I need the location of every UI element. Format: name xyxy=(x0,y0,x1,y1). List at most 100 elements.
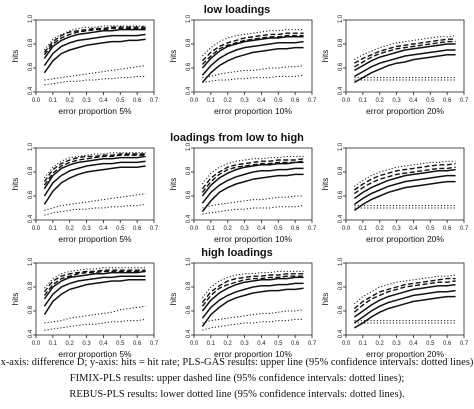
x-tick-label: 0.7 xyxy=(150,98,159,104)
x-tick-label: 0.7 xyxy=(308,341,317,347)
x-tick-label: 0.4 xyxy=(257,341,266,347)
x-tick-label: 0.1 xyxy=(49,98,58,104)
y-tick-label: 0.6 xyxy=(338,305,344,314)
series-line-dashed xyxy=(353,280,456,313)
x-tick-label: 0.0 xyxy=(32,341,41,347)
series-line-dotted xyxy=(202,318,304,331)
series-line-solid xyxy=(201,36,304,69)
y-tick-label: 0.6 xyxy=(186,190,192,199)
chart-panel: 0.0 0.1 0.2 0.3 0.4 0.5 0.6 0.7 0.4 0.6 0.8 1.0 hits… xyxy=(321,142,469,244)
y-tick-label: 1.0 xyxy=(186,257,192,266)
y-tick-label: 0.8 xyxy=(186,166,192,175)
plot-frame xyxy=(193,19,313,93)
series-line-dashed xyxy=(354,40,456,68)
x-tick-label: 0.6 xyxy=(133,341,142,347)
series-line-solid xyxy=(43,155,146,190)
x-tick-label: 0.2 xyxy=(66,98,75,104)
y-tick-label: 1.0 xyxy=(338,142,344,151)
chart-panel: 0.0 0.1 0.2 0.3 0.4 0.5 0.6 0.7 0.4 0.6 0.8 1.0 hits… xyxy=(321,257,469,359)
series-line-dotted xyxy=(202,195,304,209)
series-line-dashed xyxy=(201,158,304,190)
series-line-dotted xyxy=(44,193,146,211)
x-tick-label: 0.3 xyxy=(392,341,401,347)
x-tick-label: 0.5 xyxy=(274,341,283,347)
series-line-dotted xyxy=(202,65,304,79)
x-tick-label: 0.7 xyxy=(460,341,469,347)
y-tick-label: 0.6 xyxy=(28,62,34,71)
section-title-low-loadings: low loadings xyxy=(203,4,271,16)
x-tick-label: 0.2 xyxy=(224,98,233,104)
plot-frame xyxy=(35,262,155,336)
series-line-solid xyxy=(43,33,146,67)
series-line-dotted xyxy=(44,152,146,179)
y-tick-label: 1.0 xyxy=(338,14,344,23)
y-tick-label: 0.6 xyxy=(28,305,34,314)
y-axis-label: hits xyxy=(169,293,178,305)
y-axis-label: hits xyxy=(11,178,20,190)
x-tick-label: 0.6 xyxy=(291,341,300,347)
x-tick-label: 0.4 xyxy=(99,226,108,232)
series-line-solid xyxy=(43,160,146,197)
series-line-solid xyxy=(43,275,146,307)
x-tick-label: 0.0 xyxy=(32,226,41,232)
x-tick-label: 0.1 xyxy=(207,98,216,104)
chart-panel: 0.0 0.1 0.2 0.3 0.4 0.5 0.6 0.7 0.4 0.6 0.8 1.0 hits… xyxy=(321,14,469,116)
y-tick-label: 0.8 xyxy=(338,281,344,290)
series-line-solid xyxy=(201,161,304,197)
series-line-dashed xyxy=(43,26,146,53)
plot-frame xyxy=(345,262,465,336)
series-line-dotted xyxy=(354,274,456,305)
x-tick-label: 0.2 xyxy=(66,341,75,347)
series-line-solid xyxy=(353,289,456,324)
series-line-solid xyxy=(201,282,304,319)
series-line-solid xyxy=(201,167,304,204)
series-line-solid xyxy=(201,173,304,213)
x-tick-label: 0.4 xyxy=(99,341,108,347)
series-line-dashed xyxy=(201,275,304,307)
x-axis-label: error proportion 5% xyxy=(58,106,132,116)
y-axis-label: hits xyxy=(169,178,178,190)
y-tick-label: 0.6 xyxy=(28,190,34,199)
x-tick-label: 0.2 xyxy=(376,98,385,104)
y-tick-label: 0.4 xyxy=(338,214,344,223)
y-tick-label: 0.4 xyxy=(186,214,192,223)
series-line-dotted xyxy=(44,75,146,86)
x-tick-label: 0.3 xyxy=(392,98,401,104)
y-tick-label: 0.8 xyxy=(28,166,34,175)
series-line-dashed xyxy=(43,270,146,296)
caption-line-3: REBUS-PLS results: lower dotted line (95… xyxy=(69,389,405,400)
y-tick-label: 0.8 xyxy=(338,38,344,47)
y-tick-label: 0.4 xyxy=(338,329,344,338)
series-line-dashed xyxy=(201,34,304,65)
x-tick-label: 0.7 xyxy=(460,226,469,232)
x-tick-label: 0.1 xyxy=(49,341,58,347)
x-tick-label: 0.5 xyxy=(426,341,435,347)
x-tick-label: 0.2 xyxy=(224,226,233,232)
plot-frame xyxy=(193,262,313,336)
x-tick-label: 0.6 xyxy=(443,226,452,232)
x-tick-label: 0.1 xyxy=(49,226,58,232)
series-line-solid xyxy=(354,295,456,329)
x-tick-label: 0.2 xyxy=(376,226,385,232)
y-tick-label: 0.4 xyxy=(28,86,34,95)
series-line-dashed xyxy=(353,166,456,195)
chart-panel: 0.0 0.1 0.2 0.3 0.4 0.5 0.6 0.7 0.4 0.6 0.8 1.0 hits… xyxy=(11,142,159,244)
x-tick-label: 0.5 xyxy=(116,98,125,104)
x-tick-label: 0.4 xyxy=(99,98,108,104)
series-line-dashed xyxy=(201,160,304,193)
y-tick-label: 1.0 xyxy=(186,142,192,151)
y-tick-label: 0.4 xyxy=(186,329,192,338)
y-axis-label: hits xyxy=(11,293,20,305)
chart-panel: 0.0 0.1 0.2 0.3 0.4 0.5 0.6 0.7 0.4 0.6 0.8 1.0 hits… xyxy=(11,257,159,359)
x-tick-label: 0.3 xyxy=(82,98,91,104)
x-tick-label: 0.3 xyxy=(82,341,91,347)
x-axis-label: error proportion 5% xyxy=(58,234,132,244)
x-tick-label: 0.4 xyxy=(257,226,266,232)
series-line-solid xyxy=(43,28,146,59)
x-axis-label: error proportion 10% xyxy=(214,106,292,116)
x-tick-label: 0.7 xyxy=(460,98,469,104)
chart-panel: 0.0 0.1 0.2 0.3 0.4 0.5 0.6 0.7 0.4 0.6 0.8 1.0 hits… xyxy=(11,14,159,116)
figure-caption: x-axis: difference D; y-axis: hits = hit… xyxy=(0,355,474,403)
x-tick-label: 0.1 xyxy=(207,341,216,347)
plot-frame xyxy=(193,147,313,221)
